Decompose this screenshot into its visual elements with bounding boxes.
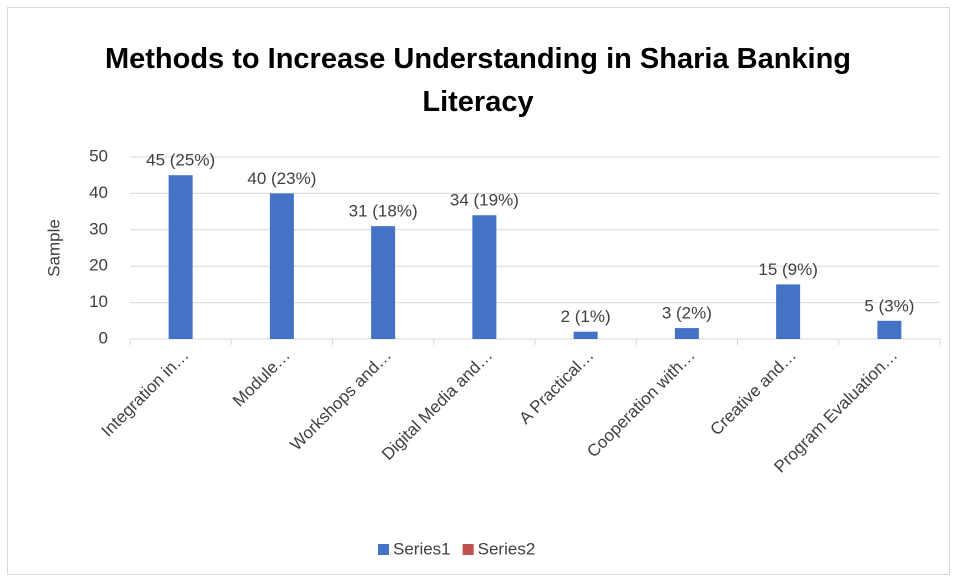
y-tick-label: 40 bbox=[89, 183, 108, 202]
bar bbox=[573, 331, 598, 339]
data-label: 34 (19%) bbox=[450, 191, 519, 210]
data-label: 5 (3%) bbox=[864, 296, 914, 315]
data-label: 45 (25%) bbox=[146, 151, 215, 170]
data-label: 15 (9%) bbox=[758, 260, 818, 279]
data-label: 40 (23%) bbox=[247, 169, 316, 188]
legend-swatch bbox=[378, 544, 389, 555]
bar bbox=[371, 226, 396, 339]
bar bbox=[472, 215, 497, 339]
chart-title: Methods to Increase Understanding in Sha… bbox=[104, 43, 852, 118]
legend-swatch bbox=[462, 544, 474, 555]
data-label: 3 (2%) bbox=[662, 304, 712, 323]
y-axis-label: Sample bbox=[44, 219, 63, 277]
legend-label: Series2 bbox=[478, 539, 536, 558]
y-tick-label: 30 bbox=[89, 219, 108, 238]
bar bbox=[877, 320, 902, 339]
bar bbox=[269, 193, 294, 339]
bar bbox=[168, 175, 193, 339]
legend-label: Series1 bbox=[393, 539, 451, 558]
bar bbox=[674, 328, 699, 339]
bar bbox=[776, 284, 801, 339]
y-tick-label: 10 bbox=[89, 292, 108, 311]
data-label: 31 (18%) bbox=[349, 202, 418, 221]
y-tick-label: 50 bbox=[89, 146, 108, 165]
data-label: 2 (1%) bbox=[561, 307, 611, 326]
y-tick-label: 20 bbox=[89, 256, 108, 275]
y-tick-label: 0 bbox=[99, 328, 108, 347]
